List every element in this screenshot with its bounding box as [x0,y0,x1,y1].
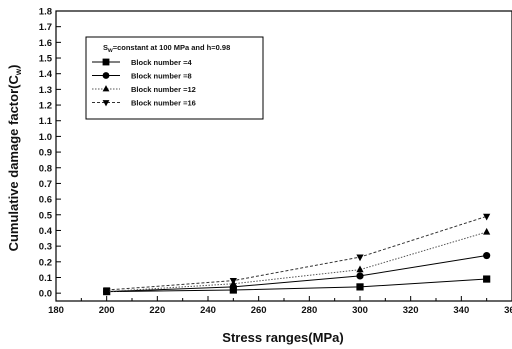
y-tick-label: 1.6 [39,38,52,49]
y-axis-title: Cumulative damage factor(Cw) [6,65,23,252]
y-tick-label: 0.8 [39,163,52,174]
x-tick-label: 360 [504,305,512,316]
data-point [356,283,364,291]
data-point [483,275,491,283]
series-line [106,231,487,293]
y-tick-label: 1.0 [39,132,52,143]
y-tick-label: 0.7 [39,179,52,190]
series-line [106,215,487,291]
data-point [483,213,491,221]
series-layer [103,213,491,296]
tick-labels: 180 200 220 240 260 280 300 320 340 360 0.0 0.1 0.2 0… [39,7,512,317]
y-tick-label: 0.2 [39,257,52,268]
y-tick-label: 1.3 [39,85,52,96]
y-tick-label: 0.4 [39,226,53,237]
x-tick-label: 260 [251,305,267,316]
y-tick-label: 0.5 [39,210,53,221]
y-tick-label: 1.2 [39,101,52,112]
x-tick-label: 320 [403,305,419,316]
legend-item: Block number =16 [92,99,196,108]
x-tick-label: 200 [99,305,115,316]
data-point [103,287,111,295]
legend-marker [102,58,110,66]
legend-items: Block number =4 Block number =8 Block numb… [92,58,196,108]
y-tick-label: 0.6 [39,195,52,206]
y-tick-label: 1.4 [39,69,53,80]
legend-marker [102,72,110,79]
y-tick-label: 1.5 [39,54,53,65]
y-tick-label: 1.7 [39,22,52,33]
series-line [106,255,487,293]
legend-label: Block number =12 [131,85,196,94]
legend: Sw=constant at 100 MPa and h=0.98 Block … [85,36,264,120]
legend-title-rest: =constant at 100 MPa and h=0.98 [113,43,231,52]
x-tick-label: 220 [149,305,165,316]
series-line [106,278,487,293]
x-tick-label: 280 [301,305,317,316]
y-axis-title-tail: ) [6,65,21,69]
x-tick-label: 340 [453,305,469,316]
legend-label: Block number =16 [131,99,196,108]
legend-item: Block number =12 [92,85,196,94]
legend-title-prefix: S [103,43,108,52]
series-3 [103,227,491,295]
legend-item: Block number =4 [92,58,192,67]
legend-marker [102,85,110,92]
data-point [356,254,364,262]
legend-box [85,36,264,120]
data-point [356,265,364,273]
legend-label: Block number =8 [131,72,192,81]
data-point [483,251,491,260]
data-point [483,227,491,235]
y-axis-title-group: Cumulative damage factor(Cw) [6,65,23,252]
y-tick-label: 0.3 [39,242,52,253]
y-tick-label: 1.1 [39,116,53,127]
x-axis-title: Stress ranges(MPa) [222,330,343,345]
ticks [55,10,512,301]
y-tick-label: 0.0 [39,289,52,300]
y-tick-label: 0.9 [39,148,52,159]
legend-label: Block number =4 [131,58,192,67]
series-1 [103,275,491,296]
legend-title: Sw=constant at 100 MPa and h=0.98 [103,43,230,54]
y-axis-title-main: Cumulative damage factor(C [6,75,21,252]
y-axis-title-sub: w [14,68,23,76]
series-4 [103,213,491,295]
legend-title-sub: w [107,48,113,54]
legend-item: Block number =8 [92,72,192,81]
y-tick-label: 0.1 [39,273,53,284]
x-tick-label: 180 [48,305,64,316]
x-tick-label: 240 [200,305,216,316]
legend-marker [102,100,110,107]
x-tick-label: 300 [352,305,368,316]
y-tick-label: 1.8 [39,7,52,18]
data-point [229,278,237,285]
data-point [356,272,364,280]
